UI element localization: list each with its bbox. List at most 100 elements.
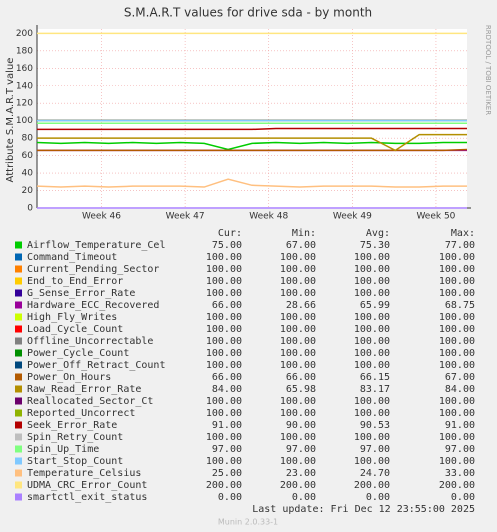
legend-label: Offline_Uncorrectable <box>27 336 153 347</box>
legend-stat: 100.00 <box>280 348 316 359</box>
legend-stat: 100.00 <box>439 432 475 443</box>
x-tick-label: Week 47 <box>166 212 205 222</box>
legend-stat: 100.00 <box>439 348 475 359</box>
legend-stat: 75.30 <box>360 240 390 251</box>
legend-label: Spin_Retry_Count <box>27 432 123 443</box>
legend-stat: 24.70 <box>360 468 390 479</box>
legend-stat: 100.00 <box>439 252 475 263</box>
legend-stat: 91.00 <box>445 420 475 431</box>
y-tick-label: 140 <box>16 81 33 91</box>
legend-swatch <box>15 469 22 477</box>
legend-label: Power_Cycle_Count <box>27 348 129 359</box>
legend-stat: 100.00 <box>206 456 242 467</box>
legend-swatch <box>15 313 22 321</box>
legend-stat: 100.00 <box>206 288 242 299</box>
legend-stat: 100.00 <box>206 312 242 323</box>
legend-stat: 100.00 <box>206 336 242 347</box>
legend-label: Hardware_ECC_Recovered <box>27 300 159 311</box>
legend-stat: 67.00 <box>445 372 475 383</box>
legend-label: Power_On_Hours <box>27 372 111 383</box>
y-tick-label: 40 <box>22 169 34 179</box>
legend-swatch <box>15 277 22 285</box>
x-tick-label: Week 50 <box>416 212 455 222</box>
y-tick-label: 100 <box>16 116 33 126</box>
last-update: Last update: Fri Dec 12 23:55:00 2025 <box>252 504 475 515</box>
legend-label: Spin_Up_Time <box>27 444 99 455</box>
legend-stat: 100.00 <box>354 252 390 263</box>
legend-stat: 66.15 <box>360 372 390 383</box>
legend-label: Reallocated_Sector_Ct <box>27 396 153 407</box>
legend-stat: 23.00 <box>286 468 316 479</box>
legend-stat: 100.00 <box>354 408 390 419</box>
y-tick-label: 120 <box>16 99 33 109</box>
legend-stat: 100.00 <box>280 360 316 371</box>
legend-stat: 67.00 <box>286 240 316 251</box>
legend-stat: 100.00 <box>206 264 242 275</box>
legend-stat: 97.00 <box>286 444 316 455</box>
legend-stat: 200.00 <box>439 480 475 491</box>
legend-swatch <box>15 385 22 393</box>
legend-swatch <box>15 457 22 465</box>
legend-stat: 100.00 <box>439 324 475 335</box>
legend-stat: 100.00 <box>354 324 390 335</box>
legend-stat: 75.00 <box>212 240 242 251</box>
legend-stat: 84.00 <box>212 384 242 395</box>
legend-stat: 68.75 <box>445 300 475 311</box>
legend-label: G_Sense_Error_Rate <box>27 288 135 299</box>
y-tick-label: 180 <box>16 46 33 56</box>
legend-stat: 100.00 <box>206 276 242 287</box>
legend-swatch <box>15 433 22 441</box>
y-tick-label: 20 <box>22 186 34 196</box>
legend-stat: 83.17 <box>360 384 390 395</box>
legend-label: Airflow_Temperature_Cel <box>27 240 165 251</box>
legend-swatch <box>15 493 22 501</box>
legend-stat: 100.00 <box>439 360 475 371</box>
legend-stat: 100.00 <box>206 324 242 335</box>
legend-stat: 100.00 <box>354 264 390 275</box>
legend-label: Seek_Error_Rate <box>27 420 117 431</box>
legend-stat: 100.00 <box>439 336 475 347</box>
legend-stat: 100.00 <box>354 396 390 407</box>
legend-stat: 100.00 <box>280 408 316 419</box>
legend-stat: 100.00 <box>439 312 475 323</box>
legend-stat: 100.00 <box>439 456 475 467</box>
legend-stat: 100.00 <box>206 348 242 359</box>
legend-stat: 65.99 <box>360 300 390 311</box>
legend-label: Load_Cycle_Count <box>27 324 123 335</box>
legend-stat: 100.00 <box>206 432 242 443</box>
x-tick-label: Week 48 <box>249 212 288 222</box>
y-tick-label: 160 <box>16 64 33 74</box>
legend-stat: 91.00 <box>212 420 242 431</box>
legend-stat: 100.00 <box>439 288 475 299</box>
legend-stat: 100.00 <box>280 312 316 323</box>
legend-stat: 0.00 <box>218 492 242 503</box>
legend-stat: 65.98 <box>286 384 316 395</box>
legend-swatch <box>15 349 22 357</box>
legend-swatch <box>15 253 22 261</box>
legend-header: Avg: <box>366 228 390 239</box>
legend-label: Raw_Read_Error_Rate <box>27 384 141 395</box>
legend-swatch <box>15 265 22 273</box>
legend-stat: 28.66 <box>286 300 316 311</box>
legend-stat: 25.00 <box>212 468 242 479</box>
legend-swatch <box>15 421 22 429</box>
legend-stat: 100.00 <box>354 456 390 467</box>
legend-stat: 100.00 <box>280 252 316 263</box>
y-tick-label: 80 <box>22 134 34 144</box>
legend-stat: 100.00 <box>354 276 390 287</box>
legend-stat: 100.00 <box>280 324 316 335</box>
legend-label: End_to_End_Error <box>27 276 123 287</box>
legend-stat: 66.00 <box>212 372 242 383</box>
legend-stat: 100.00 <box>206 408 242 419</box>
legend-stat: 0.00 <box>451 492 475 503</box>
legend-stat: 66.00 <box>286 372 316 383</box>
series-line <box>37 133 467 152</box>
legend-stat: 100.00 <box>280 336 316 347</box>
legend-stat: 100.00 <box>354 360 390 371</box>
legend-swatch <box>15 373 22 381</box>
x-tick-label: Week 49 <box>333 212 372 222</box>
legend-stat: 97.00 <box>445 444 475 455</box>
legend-swatch <box>15 481 22 489</box>
